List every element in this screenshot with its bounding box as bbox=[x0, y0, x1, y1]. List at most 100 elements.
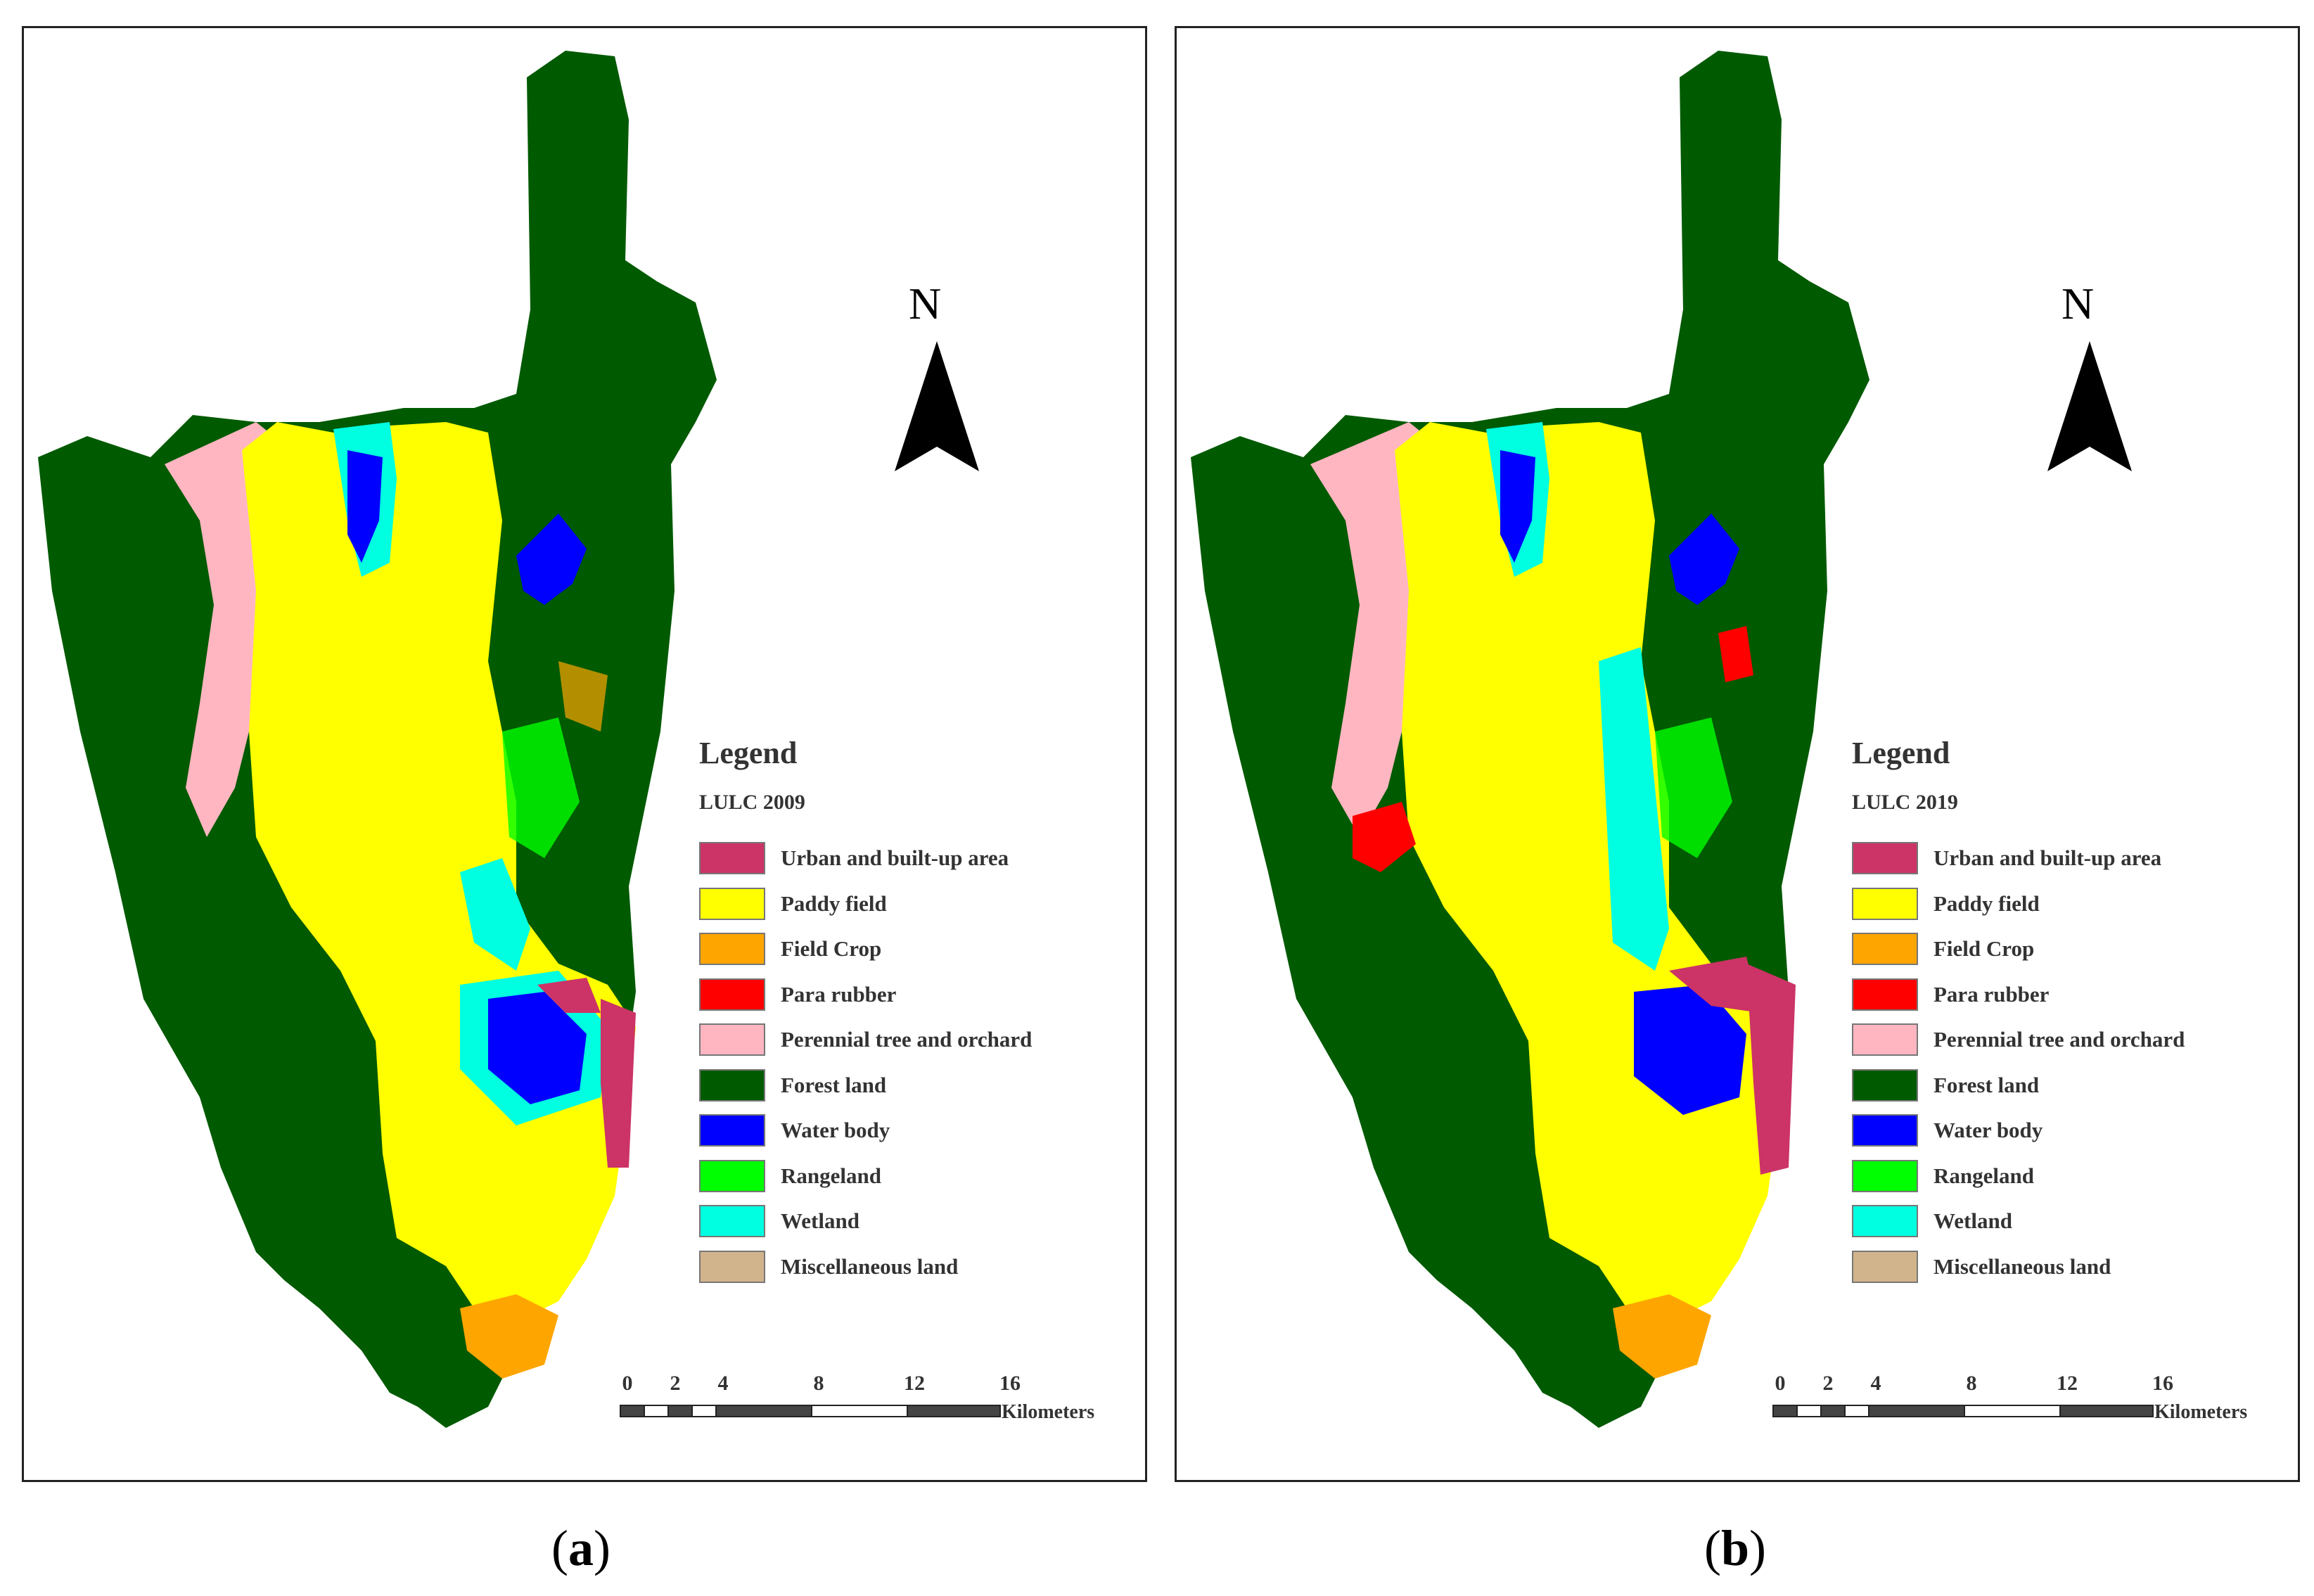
scale-tick: 12 bbox=[904, 1372, 925, 1395]
legend-label: Perennial tree and orchard bbox=[781, 1027, 1033, 1052]
legend-label: Miscellaneous land bbox=[781, 1253, 959, 1279]
legend-entry: Para rubber bbox=[699, 972, 1093, 1018]
reservoir-east bbox=[516, 513, 587, 605]
caption-b: (b) bbox=[1704, 1520, 1767, 1576]
legend-entry: Urban and built-up area bbox=[1852, 836, 2246, 881]
legend-subtitle: LULC 2009 bbox=[699, 791, 805, 814]
legend-swatch bbox=[1852, 1159, 1918, 1192]
wetland-corridor bbox=[1599, 647, 1669, 971]
field-crop-patches bbox=[558, 661, 608, 732]
scale-tick: 16 bbox=[2152, 1372, 2173, 1395]
legend-entry: Field Crop bbox=[699, 926, 1093, 972]
legend-entries: Urban and built-up area Paddy field Field … bbox=[699, 836, 1093, 1289]
map-panel-b: N Legend LULC 2019 Urban and built-up ar… bbox=[1175, 26, 2300, 1482]
north-label: N bbox=[2061, 279, 2095, 328]
legend-entry: Rangeland bbox=[1852, 1154, 2246, 1199]
legend: Legend LULC 2019 Urban and built-up area… bbox=[1852, 735, 2246, 1289]
legend-subtitle: LULC 2019 bbox=[1852, 791, 1958, 814]
legend: Legend LULC 2009 Urban and built-up area… bbox=[699, 735, 1093, 1289]
legend-title: Legend bbox=[1852, 736, 1950, 770]
rangeland-patches bbox=[1655, 717, 1732, 858]
legend-label: Para rubber bbox=[1933, 981, 2050, 1007]
legend-label: Water body bbox=[781, 1118, 890, 1143]
lake bbox=[1634, 985, 1746, 1115]
urban-north-east bbox=[537, 978, 601, 1013]
legend-label: Wetland bbox=[781, 1208, 859, 1234]
scale-bar-graphic bbox=[1772, 1405, 2154, 1417]
legend-swatch bbox=[1852, 933, 1918, 966]
legend-swatch bbox=[699, 1159, 765, 1192]
caption-letter: a bbox=[568, 1520, 594, 1576]
legend-entry: Perennial tree and orchard bbox=[1852, 1017, 2246, 1063]
legend-entry: Forest land bbox=[699, 1063, 1093, 1109]
scale-tick: 4 bbox=[717, 1372, 729, 1395]
legend-swatch bbox=[1852, 1068, 1918, 1102]
legend-swatch bbox=[699, 978, 765, 1011]
legend-swatch bbox=[1852, 1250, 1918, 1283]
legend-swatch bbox=[1852, 842, 1918, 875]
lulc-map-2009 bbox=[38, 51, 717, 1428]
caption-letter: b bbox=[1720, 1520, 1750, 1576]
legend-entry: Field Crop bbox=[1852, 926, 2246, 972]
field-crop-region bbox=[460, 1294, 558, 1379]
legend-entry: Paddy field bbox=[699, 881, 1093, 927]
scale-bar: 0 2 4 8 12 16 Kilometers bbox=[608, 1372, 1114, 1442]
scale-bar: 0 2 4 8 12 16 Kilometers bbox=[1760, 1372, 2267, 1442]
legend-entry: Water body bbox=[1852, 1108, 2246, 1154]
reservoir-north bbox=[1500, 450, 1535, 563]
legend-swatch bbox=[699, 842, 765, 875]
reservoir-east bbox=[1669, 513, 1739, 605]
legend-label: Wetland bbox=[1933, 1208, 2012, 1234]
legend-swatch bbox=[699, 1023, 765, 1056]
legend-swatch bbox=[1852, 1205, 1918, 1238]
rangeland-patches bbox=[502, 717, 580, 858]
lulc-map-2019 bbox=[1191, 51, 1869, 1428]
scale-tick: 8 bbox=[813, 1372, 824, 1395]
urban-east-edge bbox=[601, 999, 636, 1168]
legend-label: Field Crop bbox=[781, 936, 882, 962]
legend-label: Paddy field bbox=[1933, 890, 2040, 916]
north-arrow-icon bbox=[895, 341, 979, 471]
legend-label: Perennial tree and orchard bbox=[1933, 1027, 2185, 1052]
scale-unit: Kilometers bbox=[2154, 1401, 2248, 1423]
legend-entry: Miscellaneous land bbox=[1852, 1244, 2246, 1290]
legend-entry: Forest land bbox=[1852, 1063, 2246, 1109]
legend-swatch bbox=[1852, 978, 1918, 1011]
legend-entry: Rangeland bbox=[699, 1154, 1093, 1199]
legend-swatch bbox=[1852, 1114, 1918, 1147]
legend-label: Rangeland bbox=[781, 1163, 881, 1188]
legend-entry: Para rubber bbox=[1852, 972, 2246, 1018]
legend-entry: Paddy field bbox=[1852, 881, 2246, 927]
scale-tick: 12 bbox=[2057, 1372, 2078, 1395]
legend-swatch bbox=[1852, 1023, 1918, 1056]
legend-label: Forest land bbox=[1933, 1072, 2040, 1097]
lake bbox=[488, 992, 587, 1104]
urban-east-edge bbox=[1746, 964, 1796, 1175]
scale-tick: 2 bbox=[670, 1372, 681, 1395]
legend-label: Rangeland bbox=[1933, 1163, 2034, 1188]
reservoir-north bbox=[347, 450, 383, 563]
scale-tick: 4 bbox=[1870, 1372, 1881, 1395]
wetland-corridor bbox=[460, 858, 530, 971]
legend-entry: Water body bbox=[699, 1108, 1093, 1154]
legend-entry: Wetland bbox=[1852, 1199, 2246, 1244]
legend-swatch bbox=[699, 1250, 765, 1283]
field-crop-region bbox=[1613, 1294, 1711, 1379]
legend-swatch bbox=[699, 1205, 765, 1238]
legend-swatch bbox=[699, 1114, 765, 1147]
map-panel-a: N Legend LULC 2009 Urban and built-up ar… bbox=[22, 26, 1147, 1482]
legend-entry: Wetland bbox=[699, 1199, 1093, 1244]
legend-label: Para rubber bbox=[781, 981, 897, 1007]
legend-label: Paddy field bbox=[781, 890, 887, 916]
legend-entry: Urban and built-up area bbox=[699, 836, 1093, 881]
scale-tick: 8 bbox=[1966, 1372, 1977, 1395]
scale-tick: 0 bbox=[622, 1372, 633, 1395]
legend-label: Miscellaneous land bbox=[1933, 1253, 2111, 1279]
legend-label: Field Crop bbox=[1933, 936, 2035, 962]
scale-tick: 2 bbox=[1822, 1372, 1834, 1395]
legend-entries: Urban and built-up area Paddy field Field … bbox=[1852, 836, 2246, 1289]
legend-label: Forest land bbox=[781, 1072, 887, 1097]
legend-label: Urban and built-up area bbox=[1933, 845, 2162, 871]
scale-tick: 0 bbox=[1775, 1372, 1786, 1395]
legend-swatch bbox=[699, 887, 765, 920]
